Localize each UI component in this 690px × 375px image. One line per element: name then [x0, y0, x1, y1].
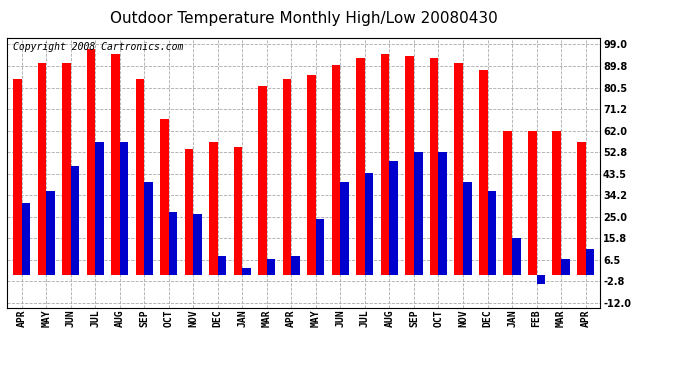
- Bar: [86, 49, 95, 275]
- Text: Copyright 2008 Cartronics.com: Copyright 2008 Cartronics.com: [13, 42, 184, 51]
- Bar: [586, 249, 594, 275]
- Bar: [512, 238, 521, 275]
- Bar: [537, 275, 545, 284]
- Bar: [438, 152, 447, 275]
- Bar: [37, 63, 46, 275]
- Bar: [13, 80, 21, 275]
- Bar: [185, 149, 193, 275]
- Bar: [479, 70, 488, 275]
- Bar: [46, 191, 55, 275]
- Bar: [119, 142, 128, 275]
- Bar: [283, 80, 291, 275]
- Bar: [242, 268, 251, 275]
- Bar: [267, 259, 275, 275]
- Bar: [455, 63, 463, 275]
- Bar: [488, 191, 496, 275]
- Bar: [463, 182, 471, 275]
- Bar: [21, 203, 30, 275]
- Bar: [577, 142, 586, 275]
- Bar: [111, 54, 119, 275]
- Bar: [70, 165, 79, 275]
- Bar: [405, 56, 414, 275]
- Bar: [291, 256, 300, 275]
- Bar: [332, 65, 340, 275]
- Bar: [258, 86, 267, 275]
- Bar: [307, 75, 316, 275]
- Bar: [561, 259, 570, 275]
- Bar: [356, 58, 365, 275]
- Bar: [144, 182, 152, 275]
- Bar: [365, 172, 373, 275]
- Bar: [504, 130, 512, 275]
- Bar: [430, 58, 438, 275]
- Bar: [414, 152, 422, 275]
- Bar: [136, 80, 144, 275]
- Bar: [160, 119, 169, 275]
- Bar: [528, 130, 537, 275]
- Text: Outdoor Temperature Monthly High/Low 20080430: Outdoor Temperature Monthly High/Low 200…: [110, 11, 497, 26]
- Bar: [316, 219, 324, 275]
- Bar: [553, 130, 561, 275]
- Bar: [381, 54, 389, 275]
- Bar: [169, 212, 177, 275]
- Bar: [209, 142, 218, 275]
- Bar: [95, 142, 104, 275]
- Bar: [218, 256, 226, 275]
- Bar: [62, 63, 70, 275]
- Bar: [193, 214, 202, 275]
- Bar: [340, 182, 349, 275]
- Bar: [234, 147, 242, 275]
- Bar: [389, 161, 398, 275]
